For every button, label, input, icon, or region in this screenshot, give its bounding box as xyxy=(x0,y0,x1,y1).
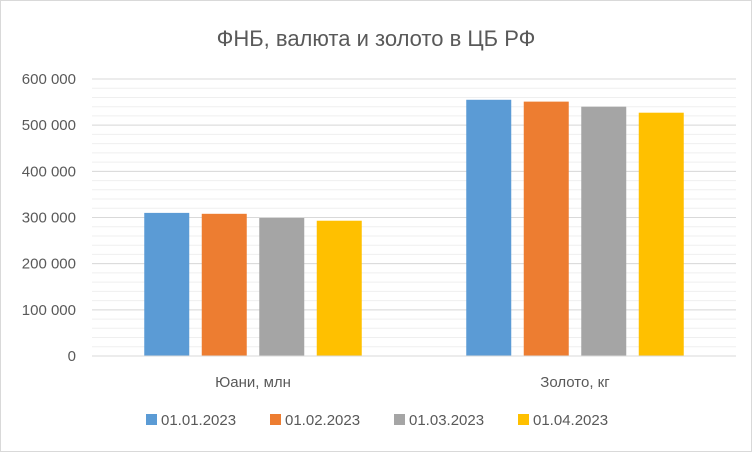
legend-swatch xyxy=(394,414,405,425)
legend-swatch xyxy=(146,414,157,425)
bar xyxy=(638,112,684,357)
legend-label: 01.02.2023 xyxy=(285,412,360,429)
y-axis-ticks: 0 100 000 200 000 300 000 400 000 500 000 600 … xyxy=(22,71,76,365)
chart-title: ФНБ, валюта и золото в ЦБ РФ xyxy=(217,26,536,51)
grid-lines xyxy=(92,78,736,357)
legend-swatch xyxy=(518,414,529,425)
bar xyxy=(144,212,190,356)
bar xyxy=(581,106,627,356)
y-tick-label: 300 000 xyxy=(22,210,76,227)
bar xyxy=(201,213,247,356)
y-tick-label: 400 000 xyxy=(22,163,76,180)
category-label: Юани, млн xyxy=(215,374,291,391)
bar xyxy=(523,101,569,356)
bar xyxy=(466,99,512,357)
bar xyxy=(316,220,362,356)
category-labels: Юани, млн Золото, кг xyxy=(215,374,610,391)
bar xyxy=(259,217,305,356)
legend-label: 01.04.2023 xyxy=(533,412,608,429)
y-tick-label: 200 000 xyxy=(22,256,76,273)
y-tick-label: 600 000 xyxy=(22,71,76,88)
legend-label: 01.01.2023 xyxy=(161,412,236,429)
legend-label: 01.03.2023 xyxy=(409,412,484,429)
legend-swatch xyxy=(270,414,281,425)
y-tick-label: 500 000 xyxy=(22,117,76,134)
category-label: Золото, кг xyxy=(540,374,610,391)
y-tick-label: 100 000 xyxy=(22,302,76,319)
bars xyxy=(144,99,684,357)
y-tick-label: 0 xyxy=(68,348,76,365)
legend: 01.01.2023 01.02.2023 01.03.2023 01.04.2023 xyxy=(146,412,608,429)
